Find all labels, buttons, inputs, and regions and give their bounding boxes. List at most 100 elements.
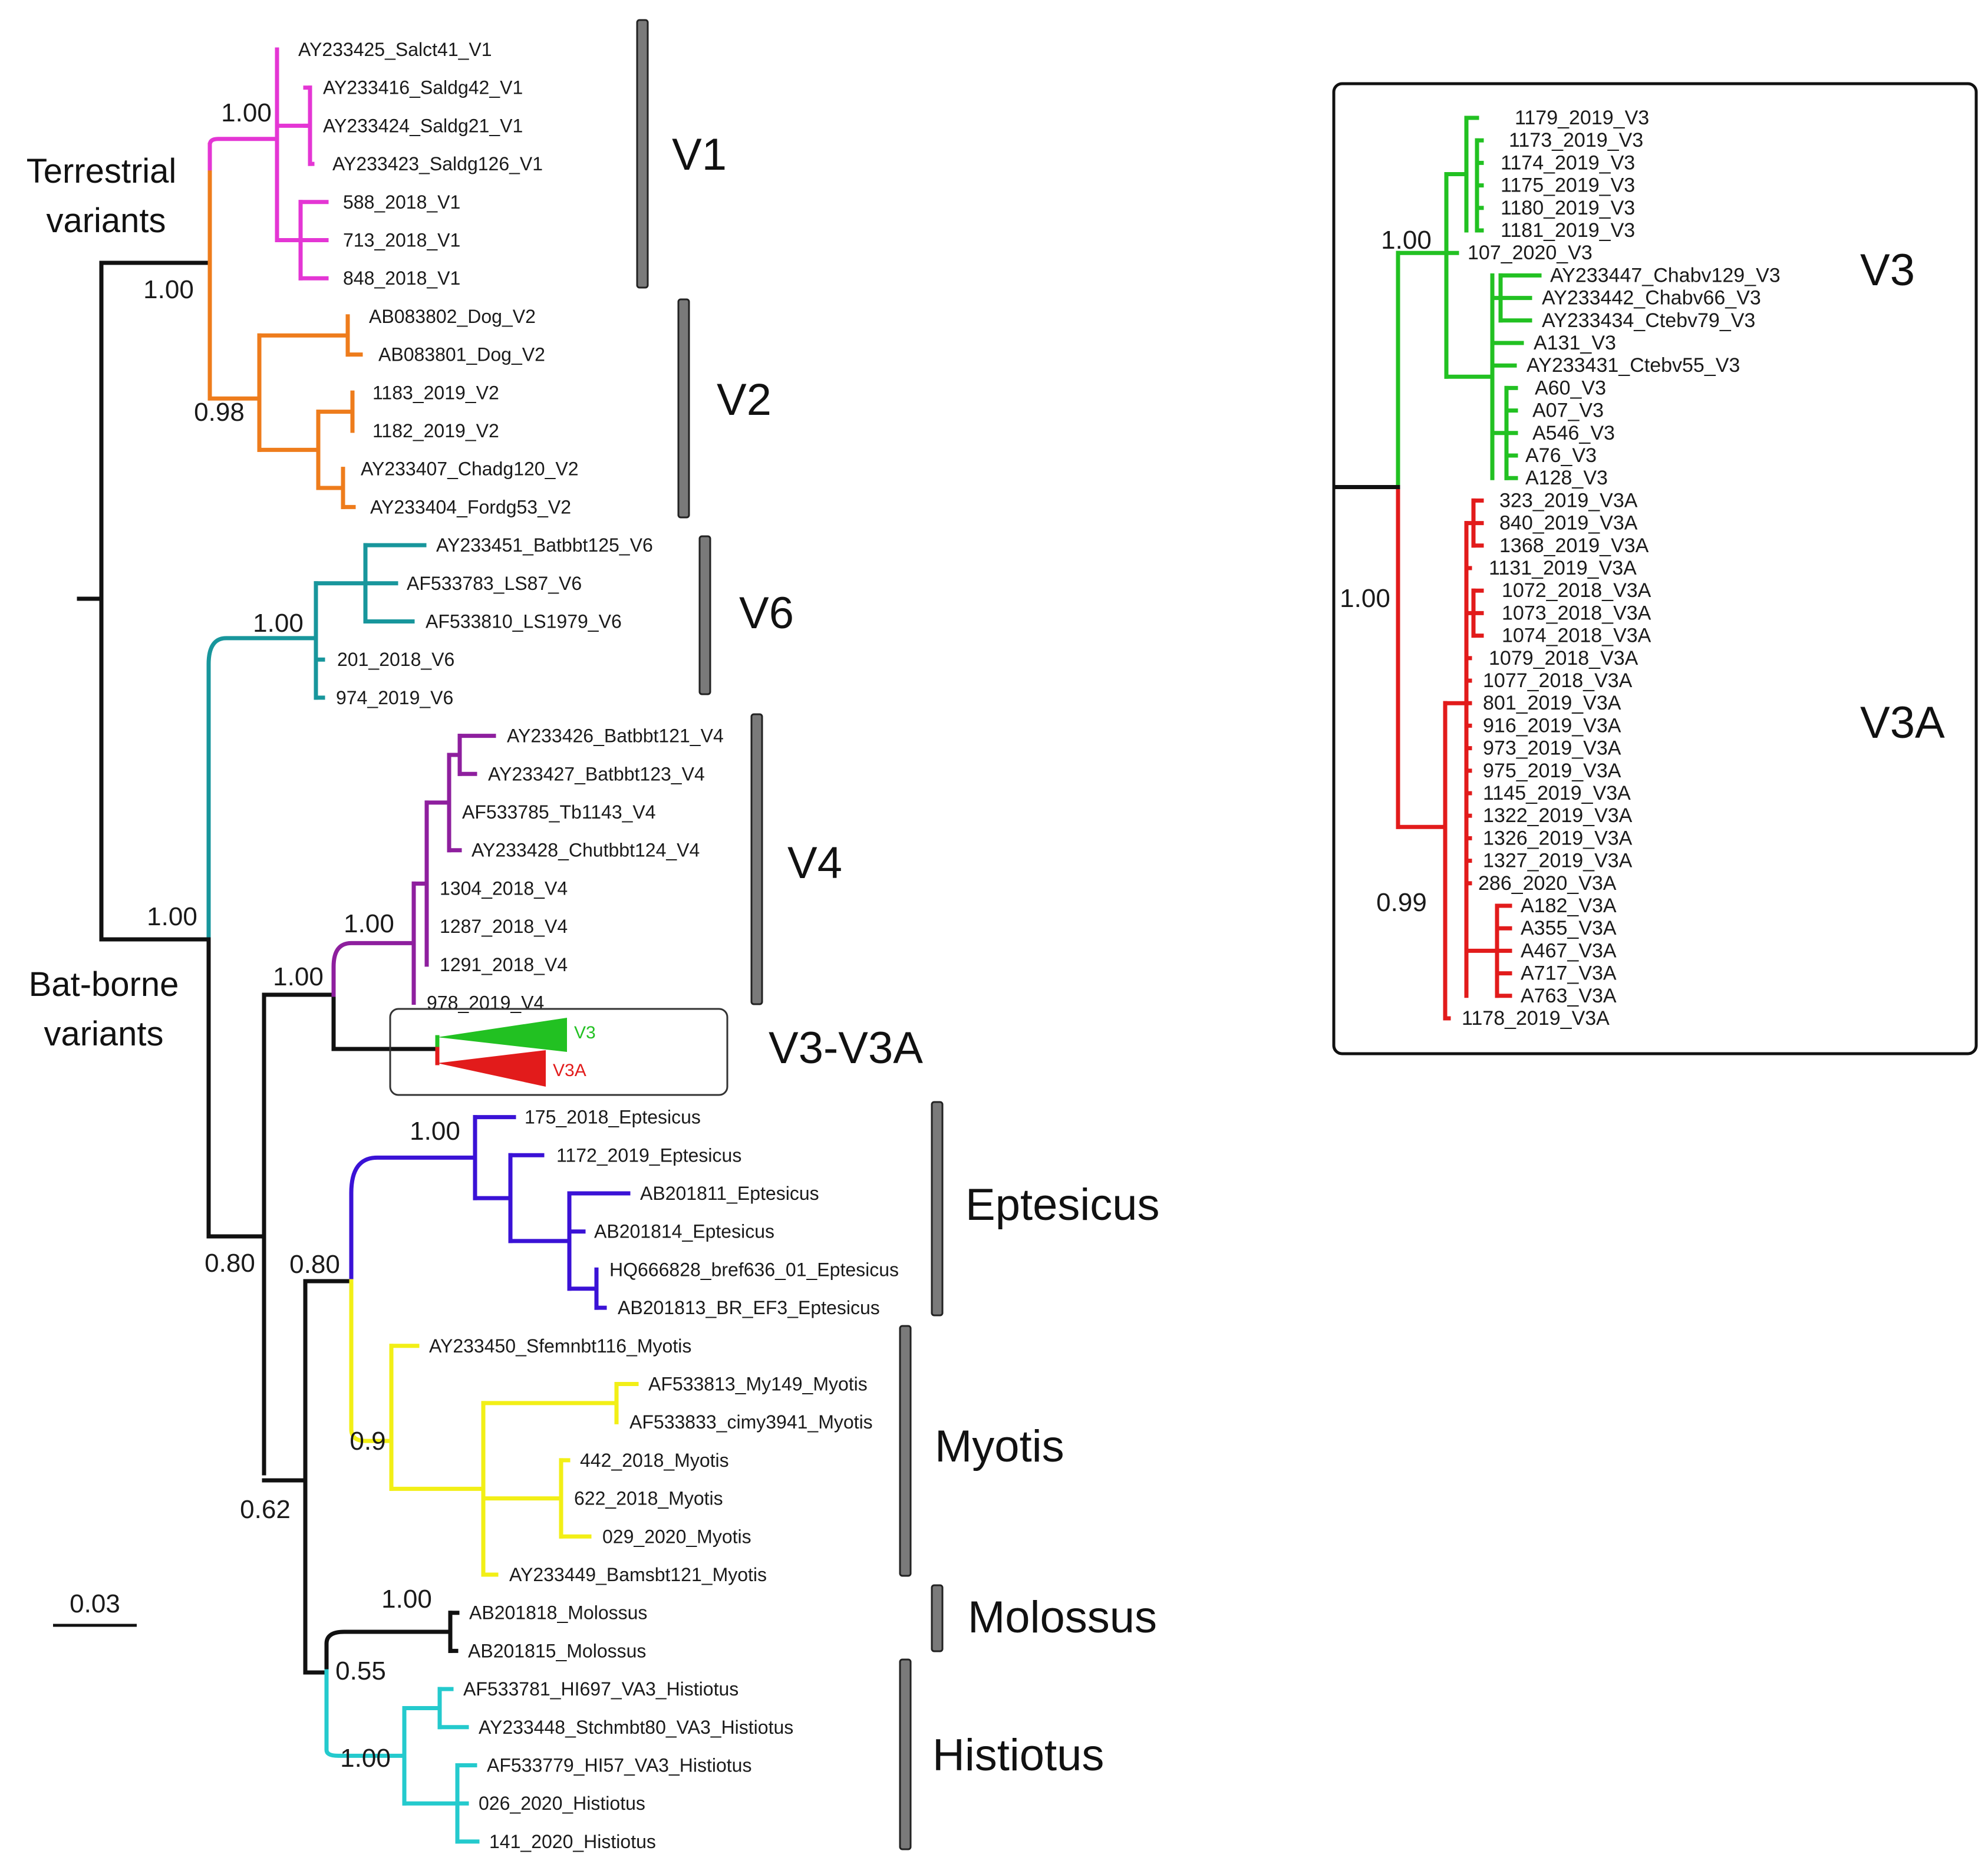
leaf-label: AB201815_Molossus	[468, 1640, 646, 1661]
v4-stem	[331, 941, 416, 997]
support-value-terrestrial_root: 1.00	[143, 275, 194, 304]
leaf-label: AB201818_Molossus	[469, 1602, 647, 1624]
inset-leaf-label: A546_V3	[1532, 422, 1615, 444]
inset-leaf-label: A76_V3	[1525, 444, 1597, 467]
support-value-core_bat: 0.80	[205, 1249, 255, 1278]
inset-leaf-label: 107_2020_V3	[1468, 242, 1593, 264]
leaf-label: AF533785_Tb1143_V4	[462, 801, 656, 823]
molossus-stem	[324, 1629, 453, 1674]
inset-panel: 1179_2019_V31173_2019_V31174_2019_V31175…	[1332, 82, 1978, 1055]
inset-leaf-label: 1173_2019_V3	[1509, 129, 1643, 151]
inset-support-values: 1.00 1.00 0.99	[1340, 226, 1432, 917]
leaf-label: AB083801_Dog_V2	[378, 344, 545, 365]
inset-leaf-label: 916_2019_V3A	[1483, 714, 1621, 737]
support-value-eptesicus_myotis: 0.80	[289, 1250, 340, 1279]
clade-label-eptesicus: Eptesicus	[965, 1180, 1160, 1230]
inset-leaf-label: 1145_2019_V3A	[1483, 782, 1631, 804]
support-value-molossus_histiotus: 0.55	[335, 1657, 386, 1685]
support-value-bat_root: 1.00	[147, 902, 197, 931]
leaf-label: AY233407_Chadg120_V2	[361, 458, 579, 480]
inset-leaf-label: A355_V3A	[1521, 917, 1617, 939]
inset-leaf-label: 1072_2018_V3A	[1502, 579, 1651, 602]
clade-label-myotis: Myotis	[935, 1421, 1064, 1472]
clade-bar-v4	[750, 713, 763, 1005]
inset-leaf-label: 1181_2019_V3	[1501, 219, 1635, 242]
leaf-label: 1183_2019_V2	[372, 382, 499, 403]
inset-leaf-label: A717_V3A	[1521, 962, 1617, 985]
inset-leaf-labels: 1179_2019_V31173_2019_V31174_2019_V31175…	[1462, 107, 1781, 1030]
inset-leaf-label: A60_V3	[1535, 377, 1606, 399]
inset-leaf-label: 1079_2018_V3A	[1489, 647, 1638, 669]
support-value-v6_clade: 1.00	[253, 609, 304, 638]
leaf-label: AY233448_Stchmbt80_VA3_Histiotus	[479, 1717, 793, 1738]
leaf-label: 713_2018_V1	[343, 230, 460, 251]
support-value-v4_clade: 1.00	[344, 909, 394, 938]
clade-bar-myotis	[899, 1325, 912, 1577]
clade-label-histiotus: Histiotus	[932, 1730, 1104, 1780]
leaf-label: AY233451_Batbbt125_V6	[436, 535, 653, 556]
inset-v3a-group-label: V3A	[1860, 698, 1945, 748]
inset-leaf-label: 1326_2019_V3A	[1483, 827, 1633, 849]
leaf-label: AF533810_LS1979_V6	[426, 611, 622, 632]
leaf-label: 848_2018_V1	[343, 268, 460, 289]
support-value-myotis_clade: 0.9	[350, 1427, 385, 1456]
myotis-stem	[349, 1279, 394, 1443]
leaf-label: AY233449_Bamsbt121_Myotis	[509, 1564, 767, 1585]
inset-leaf-label: 840_2019_V3A	[1499, 512, 1638, 535]
inset-tree-branches	[1334, 116, 1542, 1021]
leaf-label: AY233427_Batbbt123_V4	[488, 763, 705, 784]
terrestrial-label-line-1: Terrestrial	[27, 152, 177, 190]
leaf-label: 974_2019_V6	[336, 687, 453, 708]
leaf-label: AY233428_Chutbbt124_V4	[472, 840, 700, 861]
leaf-label: 1304_2018_V4	[440, 877, 568, 899]
leaf-label: HQ666828_bref636_01_Eptesicus	[609, 1259, 899, 1280]
leaf-label: AY233425_Salct41_V1	[298, 39, 492, 60]
inset-frame	[1332, 82, 1978, 1055]
v3-triangle-label: V3	[574, 1023, 596, 1042]
main-tree-leaf-labels: AY233425_Salct41_V1 AY233416_Saldg42_V1 AY…	[298, 39, 899, 1852]
leaf-label: AB201811_Eptesicus	[640, 1183, 819, 1204]
inset-leaf-label: 1179_2019_V3	[1515, 107, 1649, 129]
bat-borne-variants-label: Bat-borne variants	[29, 965, 179, 1053]
inset-leaf-label: 1174_2019_V3	[1501, 151, 1635, 174]
support-value-v4_v3_clade: 1.00	[273, 962, 324, 991]
leaf-label: 201_2018_V6	[337, 649, 454, 670]
leaf-label: 622_2018_Myotis	[574, 1488, 723, 1509]
clade-label-molossus: Molossus	[968, 1592, 1157, 1642]
inset-leaf-label: AY233447_Chabv129_V3	[1550, 264, 1781, 286]
leaf-label: 141_2020_Histiotus	[489, 1831, 656, 1852]
leaf-label: AF533783_LS87_V6	[407, 573, 582, 594]
v1-stem	[207, 137, 279, 171]
inset-leaf-label: AY233434_Ctebv79_V3	[1542, 309, 1755, 332]
v3a-collapsed-triangle	[437, 1050, 546, 1087]
scale-bar: 0.03	[53, 1589, 137, 1627]
inset-leaf-label: A07_V3	[1532, 400, 1604, 422]
leaf-label: 1172_2019_Eptesicus	[556, 1144, 741, 1166]
support-value-v1_clade: 1.00	[221, 98, 272, 127]
leaf-label: AB201813_BR_EF3_Eptesicus	[618, 1297, 880, 1318]
inset-leaf-label: A131_V3	[1534, 332, 1616, 354]
main-tree-support-values: 1.00 1.00 0.98 1.00 1.00 1.00 1.00 1.00 0.80 0.80…	[143, 98, 460, 1773]
inset-leaf-label: A763_V3A	[1521, 985, 1617, 1007]
leaf-label: AF533781_HI697_VA3_Histiotus	[463, 1678, 739, 1700]
inset-leaf-label: 1178_2019_V3A	[1462, 1007, 1610, 1030]
leaf-label: 1182_2019_V2	[372, 420, 499, 441]
support-value-molossus_clade: 1.00	[381, 1585, 432, 1614]
collapsed-box-frame	[389, 1008, 728, 1096]
clade-bar-molossus	[931, 1584, 944, 1652]
leaf-label: AF533779_HI57_VA3_Histiotus	[487, 1755, 751, 1776]
inset-leaf-label: 801_2019_V3A	[1483, 692, 1621, 714]
support-value-lower_bat: 0.62	[240, 1495, 291, 1524]
clade-bar-eptesicus	[931, 1101, 944, 1317]
terrestrial-label-line-2: variants	[46, 202, 166, 240]
clade-label-v4: V4	[787, 838, 842, 888]
inset-leaf-label: A182_V3A	[1521, 895, 1617, 917]
inset-leaf-label: 1175_2019_V3	[1501, 174, 1635, 197]
clade-bar-histiotus	[899, 1658, 912, 1850]
leaf-label: AB201814_Eptesicus	[594, 1221, 774, 1242]
leaf-label: 029_2020_Myotis	[602, 1526, 751, 1547]
inset-support-v3a: 0.99	[1376, 888, 1427, 917]
inset-leaf-label: AY233431_Ctebv55_V3	[1527, 354, 1740, 377]
terrestrial-variants-label: Terrestrial variants	[27, 152, 177, 240]
eptesicus-stem	[349, 1155, 477, 1284]
